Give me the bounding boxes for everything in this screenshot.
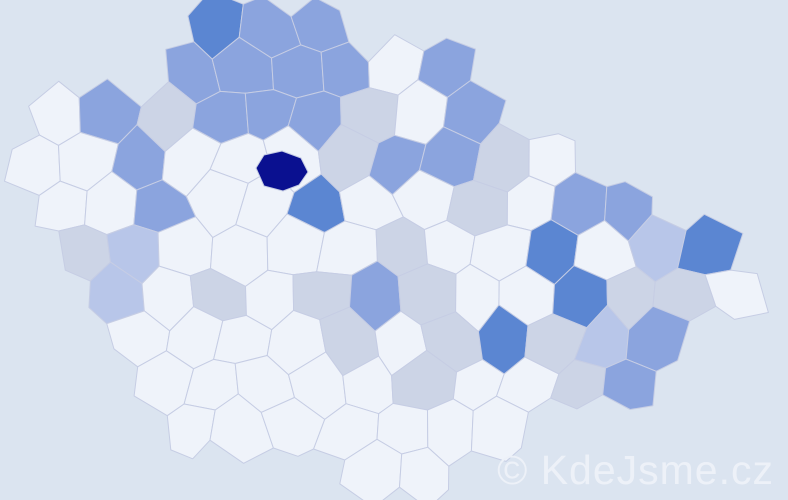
district-cell: [602, 358, 657, 410]
district-prague: [255, 150, 309, 192]
district-cell: [704, 269, 769, 320]
district-cell: [28, 80, 81, 146]
district-cell: [677, 213, 744, 276]
district-cell: [166, 403, 216, 460]
district-cell: [320, 41, 370, 98]
district-cell: [399, 446, 450, 500]
district-cell: [470, 395, 529, 462]
